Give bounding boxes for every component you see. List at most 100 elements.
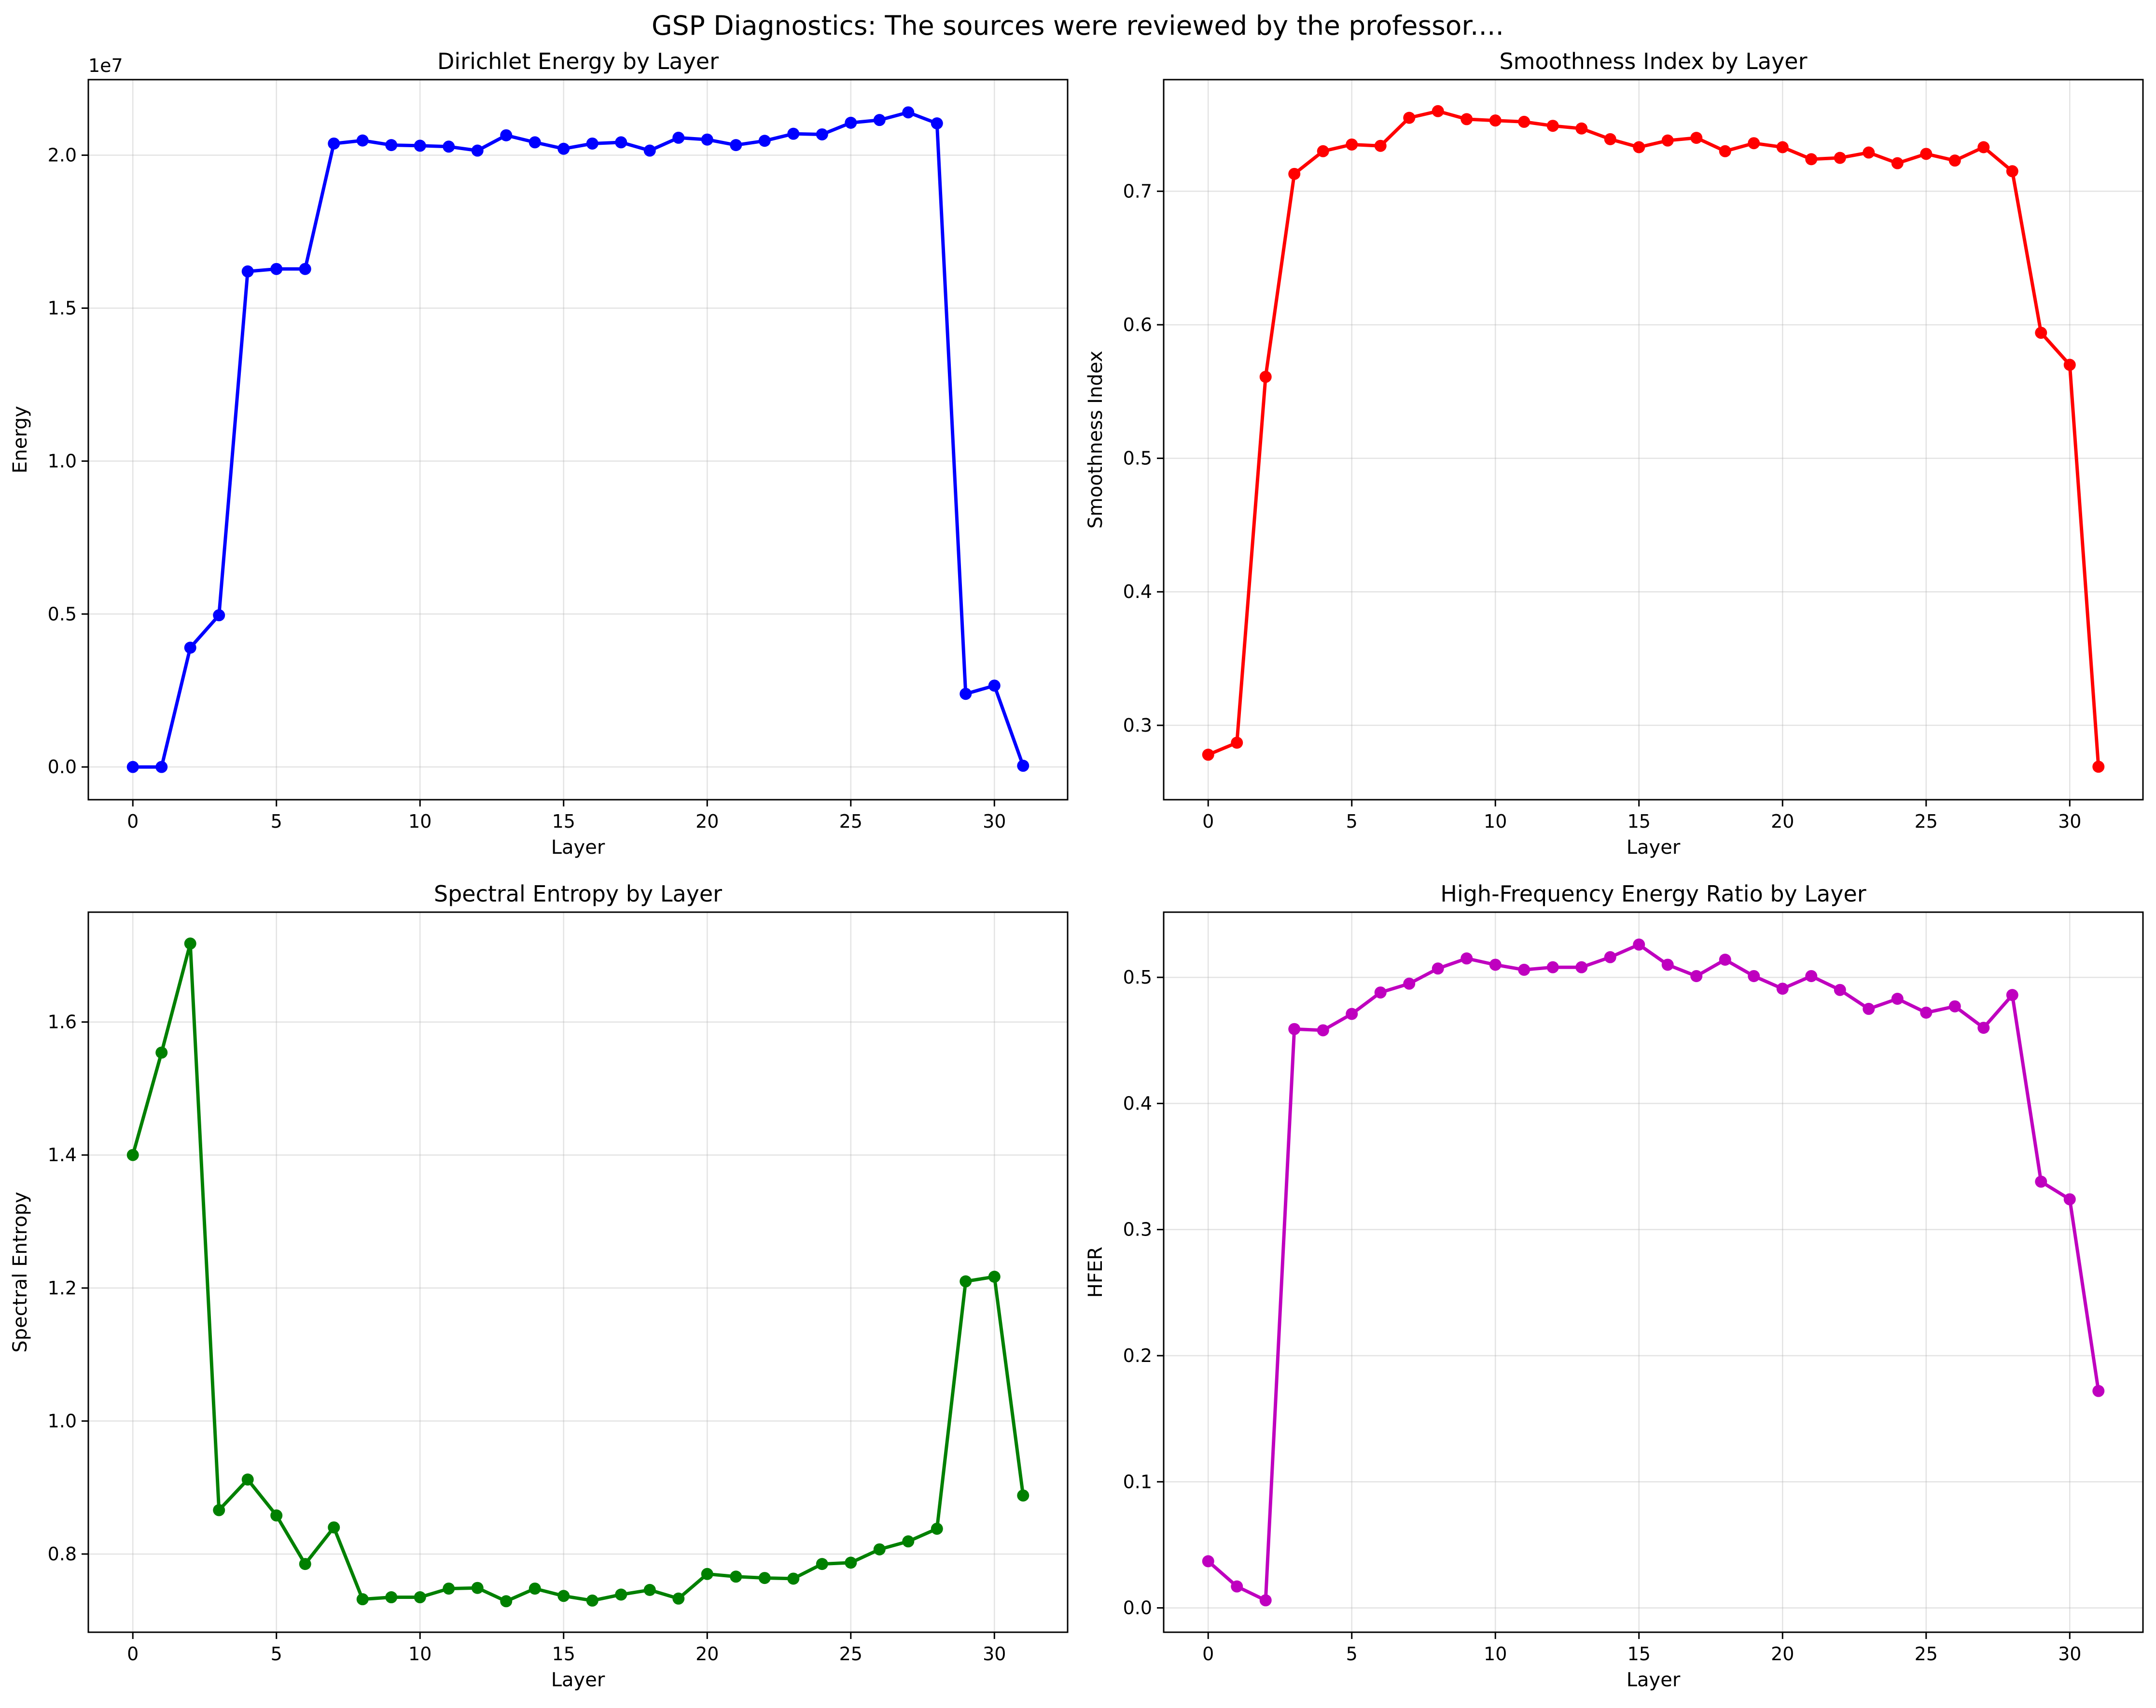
data-point bbox=[1374, 986, 1387, 999]
y-axis-label: Energy bbox=[9, 406, 31, 473]
data-point bbox=[1346, 1008, 1358, 1020]
data-point bbox=[126, 1149, 139, 1161]
x-axis-label: Layer bbox=[551, 1669, 605, 1691]
data-point bbox=[2035, 327, 2047, 339]
data-point bbox=[1604, 133, 1616, 145]
data-point bbox=[1891, 993, 1904, 1005]
chart-title: Spectral Entropy by Layer bbox=[434, 881, 722, 907]
data-point bbox=[1690, 970, 1703, 982]
x-tick-label: 20 bbox=[695, 811, 719, 832]
data-point bbox=[1288, 1023, 1301, 1035]
chart-title: Smoothness Index by Layer bbox=[1499, 48, 1807, 74]
data-point bbox=[2092, 761, 2105, 773]
y-tick-label: 1.6 bbox=[48, 1012, 77, 1033]
data-point bbox=[2035, 1175, 2047, 1188]
y-axis-label: Smoothness Index bbox=[1085, 351, 1107, 529]
axes-frame bbox=[1163, 79, 2144, 801]
y-tick-label: 0.5 bbox=[48, 603, 77, 625]
data-point bbox=[1403, 977, 1416, 990]
y-tick-label: 1.5 bbox=[48, 297, 77, 319]
data-point bbox=[816, 1558, 828, 1570]
data-point bbox=[1863, 1002, 1875, 1015]
x-tick-label: 30 bbox=[2058, 811, 2081, 832]
chart-spectral-entropy: 0 5 10 15 20 25 30 0.8 1.0 1.2 1.4 1.6 Spectral Entr… bbox=[9, 881, 1069, 1691]
x-axis-label: Layer bbox=[551, 836, 605, 859]
data-point bbox=[902, 1535, 915, 1548]
x-tick-label: 5 bbox=[1346, 811, 1358, 832]
data-point bbox=[931, 1523, 943, 1535]
data-point bbox=[1805, 970, 1818, 982]
data-point bbox=[988, 1270, 1001, 1283]
data-point bbox=[1690, 132, 1703, 144]
x-tick-label: 15 bbox=[1627, 1643, 1651, 1665]
data-point bbox=[529, 136, 541, 149]
data-point bbox=[414, 1591, 426, 1604]
data-point bbox=[1863, 146, 1875, 159]
data-point bbox=[1317, 1024, 1329, 1037]
data-point bbox=[988, 680, 1001, 692]
y-tick-label: 0.6 bbox=[1123, 314, 1152, 335]
data-point bbox=[126, 761, 139, 773]
data-point bbox=[1259, 1594, 1272, 1607]
data-point bbox=[1259, 371, 1272, 383]
data-point bbox=[184, 937, 196, 950]
data-point bbox=[730, 1570, 742, 1583]
data-point bbox=[213, 1504, 225, 1516]
x-tick-label: 5 bbox=[1346, 1643, 1358, 1665]
data-point bbox=[1920, 148, 1933, 160]
data-point bbox=[586, 1594, 598, 1607]
y-tick-label: 0.5 bbox=[1123, 967, 1152, 988]
y-axis-label: HFER bbox=[1085, 1247, 1107, 1298]
data-point bbox=[1834, 984, 1846, 996]
data-point bbox=[615, 1588, 627, 1601]
data-point bbox=[730, 139, 742, 152]
chart-title: Dirichlet Energy by Layer bbox=[437, 48, 719, 74]
data-point bbox=[270, 1509, 283, 1522]
y-tick-label: 1.4 bbox=[48, 1144, 77, 1166]
data-point bbox=[672, 131, 685, 144]
y-tick-label: 0.7 bbox=[1123, 181, 1152, 202]
chart-title: High-Frequency Energy Ratio by Layer bbox=[1440, 881, 1866, 907]
data-point bbox=[1633, 938, 1645, 951]
axes-frame bbox=[87, 911, 1069, 1633]
data-point bbox=[557, 142, 570, 155]
y-tick-label: 1.0 bbox=[48, 450, 77, 472]
data-point bbox=[2063, 1193, 2076, 1206]
x-tick-label: 20 bbox=[1771, 1643, 1794, 1665]
data-point bbox=[1977, 1022, 1990, 1034]
chart-hfer: 0 5 10 15 20 25 30 0.0 0.1 0.2 0.3 0.4 0.5 High-Frequ… bbox=[1085, 881, 2144, 1691]
data-point bbox=[873, 1543, 886, 1555]
data-point bbox=[1719, 145, 1731, 157]
data-point bbox=[557, 1590, 570, 1602]
x-tick-label: 10 bbox=[1484, 1643, 1507, 1665]
data-point bbox=[1374, 139, 1387, 152]
data-point bbox=[1661, 958, 1674, 971]
data-point bbox=[1518, 115, 1530, 128]
data-point bbox=[1604, 951, 1616, 963]
x-tick-label: 30 bbox=[983, 1643, 1006, 1665]
data-point bbox=[643, 1583, 656, 1596]
data-point bbox=[1288, 167, 1301, 180]
data-point bbox=[787, 1572, 800, 1585]
data-point bbox=[1489, 114, 1502, 127]
data-point bbox=[1834, 152, 1846, 164]
x-axis-label: Layer bbox=[1627, 836, 1681, 859]
axes-frame bbox=[1163, 911, 2144, 1633]
data-point bbox=[328, 1521, 340, 1534]
data-point bbox=[1202, 749, 1214, 761]
x-tick-label: 0 bbox=[1202, 1643, 1214, 1665]
x-tick-label: 20 bbox=[1771, 811, 1794, 832]
data-point bbox=[1633, 141, 1645, 153]
x-axis-label: Layer bbox=[1627, 1669, 1681, 1691]
x-tick-label: 15 bbox=[552, 1643, 575, 1665]
y-tick-label: 2.0 bbox=[48, 145, 77, 166]
x-tick-label: 10 bbox=[408, 1643, 431, 1665]
data-point bbox=[500, 129, 513, 141]
y-tick-label: 1.2 bbox=[48, 1278, 77, 1299]
data-point bbox=[758, 135, 771, 147]
data-point bbox=[443, 140, 455, 153]
data-point bbox=[1748, 970, 1760, 982]
x-tick-label: 25 bbox=[839, 811, 862, 832]
data-point bbox=[1403, 111, 1416, 124]
